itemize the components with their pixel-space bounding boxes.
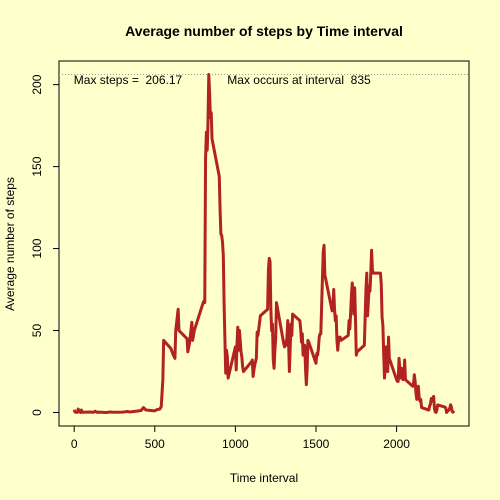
y-tick-label: 0	[30, 409, 44, 416]
y-axis-label: Average number of steps	[3, 177, 17, 311]
plot-box	[58, 60, 470, 427]
y-tick-label: 100	[30, 238, 44, 258]
y-tick-label: 150	[30, 156, 44, 176]
chart-title: Average number of steps by Time interval	[125, 23, 403, 39]
x-tick-label: 1500	[303, 437, 330, 451]
x-axis-label: Time interval	[230, 471, 298, 485]
data-line	[72, 73, 456, 414]
x-tick-label: 1000	[222, 437, 249, 451]
x-tick-label: 0	[71, 437, 78, 451]
x-tick-label: 500	[145, 437, 165, 451]
y-tick-label: 50	[30, 324, 44, 338]
annotation: Max steps = 206.17	[74, 73, 183, 87]
y-tick-label: 200	[30, 74, 44, 94]
annotation: Max occurs at interval 835	[227, 73, 371, 87]
x-tick-label: 2000	[383, 437, 410, 451]
